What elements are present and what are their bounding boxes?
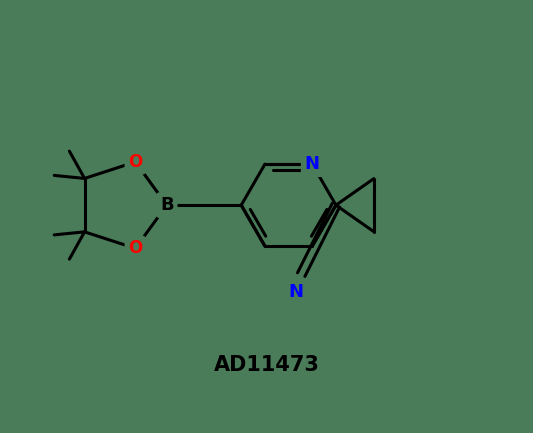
Text: N: N — [289, 283, 304, 301]
Text: O: O — [128, 153, 142, 171]
Text: O: O — [128, 239, 142, 257]
Text: N: N — [305, 155, 320, 173]
Text: AD11473: AD11473 — [214, 355, 319, 375]
Text: B: B — [160, 196, 174, 214]
